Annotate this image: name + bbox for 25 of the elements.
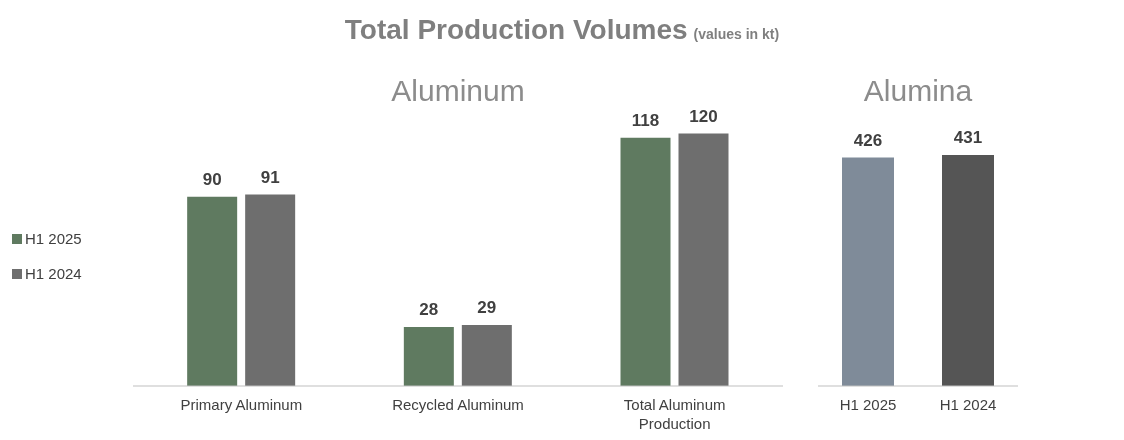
data-label: 29 xyxy=(477,298,497,317)
data-label: 90 xyxy=(202,169,222,189)
data-label: 28 xyxy=(419,300,439,320)
x-tick-label: Primary Aluminum xyxy=(180,396,303,413)
data-label: 91 xyxy=(260,167,280,187)
bar xyxy=(245,194,296,386)
legend-label: H1 2024 xyxy=(25,265,82,282)
bar xyxy=(678,133,729,386)
legend-label: H1 2025 xyxy=(25,230,82,247)
text: Aluminum xyxy=(390,74,526,108)
x-tick-label: Recycled Aluminum xyxy=(392,396,524,413)
data-label: 118 xyxy=(631,110,660,130)
bar xyxy=(187,196,238,386)
data-label: 120 xyxy=(689,106,718,126)
data-label: 426 xyxy=(853,130,883,150)
bar xyxy=(620,137,671,386)
data-label: 431 xyxy=(953,127,983,147)
x-tick-label: H1 2025 xyxy=(839,396,897,413)
chart-subtitle: (values in kt) xyxy=(693,26,780,42)
chart-title: Total Production Volumes xyxy=(344,14,688,45)
bar xyxy=(403,327,454,386)
text: Alumina xyxy=(862,74,974,108)
x-tick-label: Total Aluminum Production xyxy=(623,396,726,432)
bar xyxy=(461,325,512,386)
x-tick-label: H1 2024 xyxy=(939,396,997,413)
